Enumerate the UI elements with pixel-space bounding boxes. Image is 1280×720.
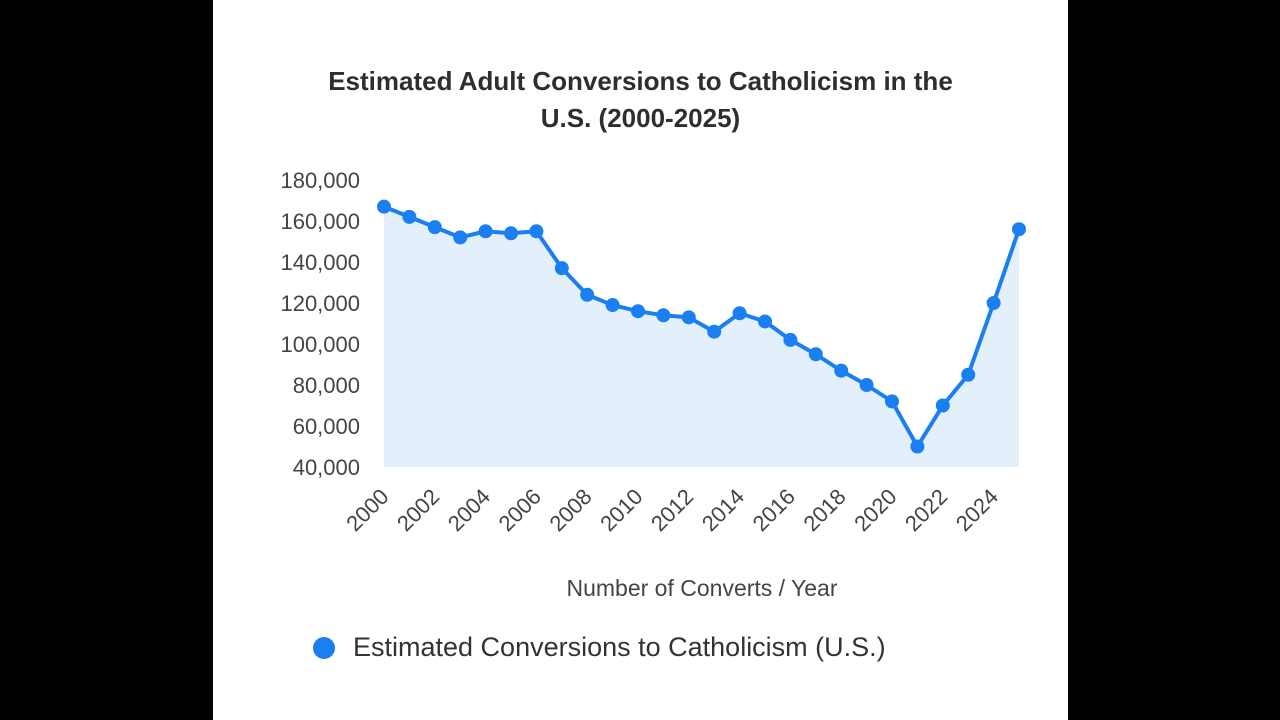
chart-title-line-2: U.S. (2000-2025) <box>540 103 741 133</box>
y-tick-label: 120,000 <box>280 291 360 316</box>
data-point[interactable] <box>427 220 442 235</box>
x-tick-label: 2004 <box>443 484 495 536</box>
x-axis-label: Number of Converts / Year <box>566 575 837 601</box>
data-point[interactable] <box>935 398 950 413</box>
x-tick-label: 2020 <box>849 484 901 536</box>
data-point[interactable] <box>402 209 417 224</box>
legend-marker <box>313 636 335 659</box>
data-point[interactable] <box>631 304 645 319</box>
data-point[interactable] <box>1012 222 1026 237</box>
x-tick-label: 2012 <box>646 484 698 536</box>
data-point[interactable] <box>605 298 620 313</box>
x-tick-label: 2010 <box>595 484 647 536</box>
y-tick-label: 40,000 <box>293 455 360 480</box>
chart-title-line-1: Estimated Adult Conversions to Catholici… <box>328 66 953 96</box>
plot-area <box>377 199 1026 467</box>
data-point[interactable] <box>783 332 798 347</box>
data-point[interactable] <box>834 363 849 378</box>
data-point[interactable] <box>554 261 569 276</box>
data-point[interactable] <box>453 230 468 245</box>
y-tick-label: 140,000 <box>280 250 360 275</box>
data-point[interactable] <box>504 226 518 241</box>
x-tick-label: 2024 <box>951 484 1003 536</box>
x-tick-label: 2008 <box>544 484 596 536</box>
x-tick-label: 2006 <box>494 484 546 536</box>
x-tick-label: 2002 <box>392 484 444 536</box>
data-point[interactable] <box>529 224 544 239</box>
x-tick-label: 2014 <box>697 484 749 536</box>
y-tick-label: 60,000 <box>293 414 360 439</box>
data-point[interactable] <box>859 378 874 392</box>
y-tick-label: 180,000 <box>280 168 360 193</box>
data-point[interactable] <box>758 314 772 329</box>
legend-label: Estimated Conversions to Catholicism (U.… <box>353 632 886 662</box>
x-tick-label: 2000 <box>341 484 393 536</box>
data-point[interactable] <box>808 347 823 362</box>
data-point[interactable] <box>961 367 976 382</box>
x-tick-label: 2016 <box>748 484 800 536</box>
data-point[interactable] <box>910 439 925 454</box>
y-tick-label: 100,000 <box>280 332 360 357</box>
data-point[interactable] <box>707 324 722 339</box>
y-tick-label: 80,000 <box>293 373 360 398</box>
data-point[interactable] <box>377 199 391 214</box>
y-axis: 40,000 60,000 80,000 100,000 120,000 140,000 1… <box>280 168 360 480</box>
legend[interactable]: Estimated Conversions to Catholicism (U.… <box>313 632 886 663</box>
x-tick-label: 2018 <box>798 484 850 536</box>
x-axis: 2000200220042006200820102012201420162018… <box>341 484 1003 536</box>
data-point[interactable] <box>478 224 493 239</box>
series-area <box>384 206 1019 467</box>
data-point[interactable] <box>656 308 671 323</box>
data-point[interactable] <box>732 306 747 321</box>
data-point[interactable] <box>986 296 1001 310</box>
x-tick-label: 2022 <box>900 484 952 536</box>
chart-card: Estimated Adult Conversions to Catholici… <box>213 0 1068 720</box>
data-point[interactable] <box>580 287 595 302</box>
data-point[interactable] <box>885 394 899 409</box>
line-chart: 40,000 60,000 80,000 100,000 120,000 140,000 1… <box>280 168 1026 601</box>
chart-title: Estimated Adult Conversions to Catholici… <box>213 63 1068 137</box>
data-point[interactable] <box>681 310 696 325</box>
y-tick-label: 160,000 <box>280 209 360 234</box>
